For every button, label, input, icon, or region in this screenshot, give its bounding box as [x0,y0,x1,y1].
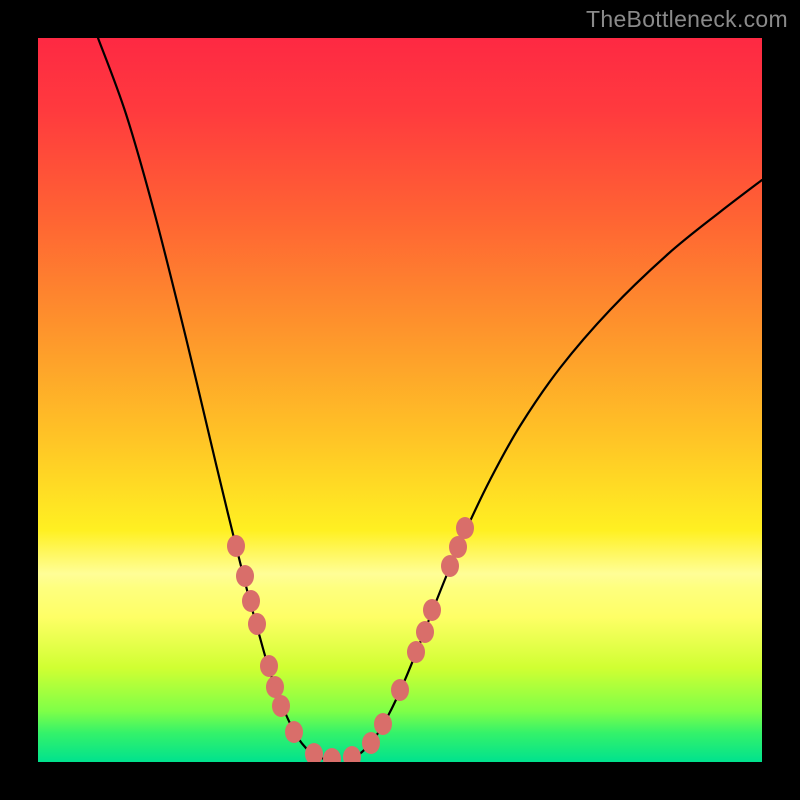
data-marker [391,679,409,701]
data-marker [407,641,425,663]
data-marker [227,535,245,557]
data-marker [248,613,266,635]
data-marker [441,555,459,577]
data-marker [242,590,260,612]
bottleneck-chart [0,0,800,800]
data-marker [260,655,278,677]
data-marker [266,676,284,698]
data-marker [416,621,434,643]
data-marker [456,517,474,539]
data-marker [374,713,392,735]
data-marker [305,743,323,765]
data-marker [285,721,303,743]
plot-gradient-background [38,38,762,762]
data-marker [236,565,254,587]
data-marker [423,599,441,621]
data-marker [343,746,361,768]
data-marker [323,748,341,770]
data-marker [362,732,380,754]
watermark-text: TheBottleneck.com [586,6,788,33]
chart-container: TheBottleneck.com [0,0,800,800]
data-marker [449,536,467,558]
data-marker [272,695,290,717]
